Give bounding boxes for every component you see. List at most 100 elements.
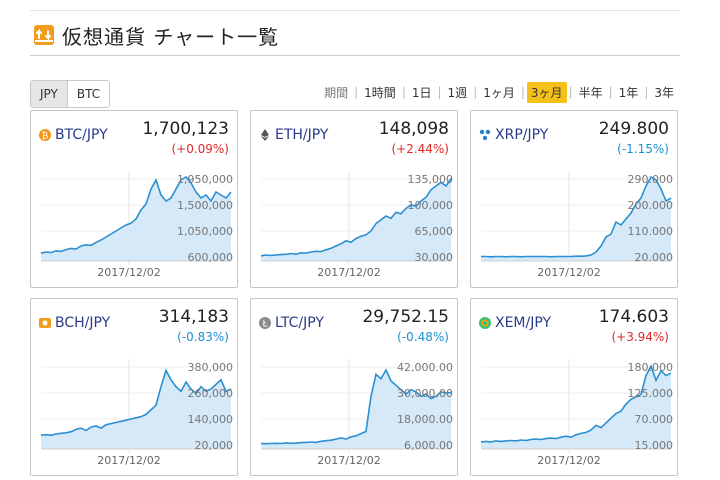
price-line: [481, 175, 672, 258]
y-tick-label: 180.000: [628, 361, 674, 374]
change-value: (-0.48%): [397, 330, 449, 344]
price-value: 174.603: [598, 307, 669, 327]
svg-text:Ł: Ł: [261, 320, 268, 330]
price-line: [40, 368, 232, 437]
ethereum-icon: [259, 129, 271, 141]
pair-link[interactable]: ETH/JPY: [259, 127, 328, 143]
y-tick-label: 30,000.00: [397, 387, 453, 400]
y-tick-label: 1,500,000: [177, 199, 233, 212]
page-title: 仮想通貨 チャート一覧: [62, 25, 280, 49]
x-date-label: 2017/12/02: [537, 454, 600, 467]
change-value: (+0.09%): [171, 142, 229, 156]
period-1h[interactable]: 1時間: [364, 85, 396, 100]
pair-link[interactable]: XEM/JPY: [479, 315, 551, 331]
chart-card-btc[interactable]: ₿ BTC/JPY 1,700,123 (+0.09%) 1,950,000 1,…: [30, 110, 238, 288]
ripple-icon: [479, 129, 491, 141]
price-area: [481, 177, 671, 261]
price-line: [480, 364, 672, 443]
period-selector: 期間 | 1時間 | 1日 | 1週 | 1ヶ月 | 3ヶ月 | 半年 | 1年…: [320, 80, 678, 104]
period-label: 期間: [324, 85, 349, 100]
bitcoin-cash-icon: [39, 317, 51, 329]
y-tick-label: 290.000: [628, 173, 674, 186]
price-line: [260, 178, 452, 257]
price-chart[interactable]: 1,950,000 1,500,000 1,050,000 600,000 2017/1…: [31, 163, 237, 287]
price-area: [481, 366, 671, 449]
change-value: (+2.44%): [391, 142, 449, 156]
price-value: 1,700,123: [142, 119, 229, 139]
period-1d[interactable]: 1日: [411, 85, 432, 100]
price-line: [260, 368, 452, 445]
price-value: 249.800: [598, 119, 669, 139]
y-tick-label: 6,000.00: [404, 439, 453, 452]
y-tick-label: 1,050,000: [177, 225, 233, 238]
y-tick-label: 20,000: [195, 439, 234, 452]
pair-label: XEM/JPY: [495, 315, 552, 331]
period-1m[interactable]: 1ヶ月: [483, 85, 515, 100]
chart-card-eth[interactable]: ETH/JPY 148,098 (+2.44%) 135,000 100,000 6…: [250, 110, 458, 288]
x-date-label: 2017/12/02: [317, 266, 380, 279]
y-tick-label: 20.000: [635, 251, 674, 264]
price-value: 148,098: [378, 119, 449, 139]
price-area: [261, 370, 451, 449]
y-tick-label: 42,000.00: [397, 361, 453, 374]
period-6m[interactable]: 半年: [578, 85, 603, 100]
price-line: [40, 175, 232, 254]
x-date-label: 2017/12/02: [97, 266, 160, 279]
change-value: (-1.15%): [617, 142, 669, 156]
y-tick-label: 100,000: [408, 199, 454, 212]
svg-text:₿: ₿: [42, 131, 49, 142]
chart-logo-icon: [34, 25, 54, 45]
pair-label: ETH/JPY: [275, 127, 329, 143]
currency-toggle: JPY BTC: [30, 80, 111, 108]
currency-btc-button[interactable]: BTC: [66, 81, 110, 107]
litecoin-icon: Ł: [259, 317, 271, 330]
chart-card-xrp[interactable]: XRP/JPY 249.800 (-1.15%) 290.000 200.000 1…: [470, 110, 678, 288]
currency-jpy-button[interactable]: JPY: [31, 81, 67, 107]
pair-label: LTC/JPY: [275, 315, 324, 331]
pair-link[interactable]: BCH/JPY: [39, 315, 110, 331]
pair-label: BCH/JPY: [55, 315, 111, 331]
price-chart[interactable]: 290.000 200.000 110.000 20.000 2017/12/02: [471, 163, 677, 287]
chart-card-bch[interactable]: BCH/JPY 314,183 (-0.83%) 380,000 260,000 1…: [30, 298, 238, 476]
pair-label: BTC/JPY: [55, 127, 108, 143]
y-tick-label: 70.000: [635, 413, 674, 426]
period-3m[interactable]: 3ヶ月: [526, 81, 567, 103]
price-chart[interactable]: 180.000 125.000 70.000 15.000 2017/12/02: [471, 351, 677, 475]
period-1y[interactable]: 1年: [618, 85, 639, 100]
pair-link[interactable]: XRP/JPY: [479, 127, 548, 143]
y-tick-label: 600,000: [188, 251, 234, 264]
change-value: (+3.94%): [611, 330, 669, 344]
nem-icon: [479, 317, 491, 329]
y-tick-label: 65,000: [415, 225, 454, 238]
price-value: 314,183: [158, 307, 229, 327]
period-1w[interactable]: 1週: [447, 85, 468, 100]
change-value: (-0.83%): [177, 330, 229, 344]
pair-link[interactable]: Ł LTC/JPY: [259, 315, 324, 331]
y-tick-label: 110.000: [628, 225, 674, 238]
y-tick-label: 200.000: [628, 199, 674, 212]
y-tick-label: 125.000: [628, 387, 674, 400]
price-area: [41, 370, 231, 449]
x-date-label: 2017/12/02: [317, 454, 380, 467]
chart-card-xem[interactable]: XEM/JPY 174.603 (+3.94%) 180.000 125.000 7…: [470, 298, 678, 476]
price-area: [261, 178, 451, 261]
pair-link[interactable]: ₿ BTC/JPY: [39, 127, 108, 143]
price-chart[interactable]: 135,000 100,000 65,000 30,000 2017/12/02: [251, 163, 457, 287]
price-chart[interactable]: 380,000 260,000 140,000 20,000 2017/12/02: [31, 351, 237, 475]
pair-label: XRP/JPY: [495, 127, 549, 143]
price-chart[interactable]: 42,000.00 30,000.00 18,000.00 6,000.00 2017/…: [251, 351, 457, 475]
period-3y[interactable]: 3年: [654, 85, 674, 100]
y-tick-label: 135,000: [408, 173, 454, 186]
y-tick-label: 30,000: [415, 251, 454, 264]
x-date-label: 2017/12/02: [537, 266, 600, 279]
y-tick-label: 380,000: [188, 361, 234, 374]
y-tick-label: 260,000: [188, 387, 234, 400]
y-tick-label: 18,000.00: [397, 413, 453, 426]
page-header: 仮想通貨 チャート一覧: [30, 10, 680, 56]
chart-card-ltc[interactable]: Ł LTC/JPY 29,752.15 (-0.48%) 42,000.00 30…: [250, 298, 458, 476]
bitcoin-icon: ₿: [39, 129, 51, 142]
y-tick-label: 15.000: [635, 439, 674, 452]
y-tick-label: 140,000: [188, 413, 234, 426]
x-date-label: 2017/12/02: [97, 454, 160, 467]
y-tick-label: 1,950,000: [177, 173, 233, 186]
